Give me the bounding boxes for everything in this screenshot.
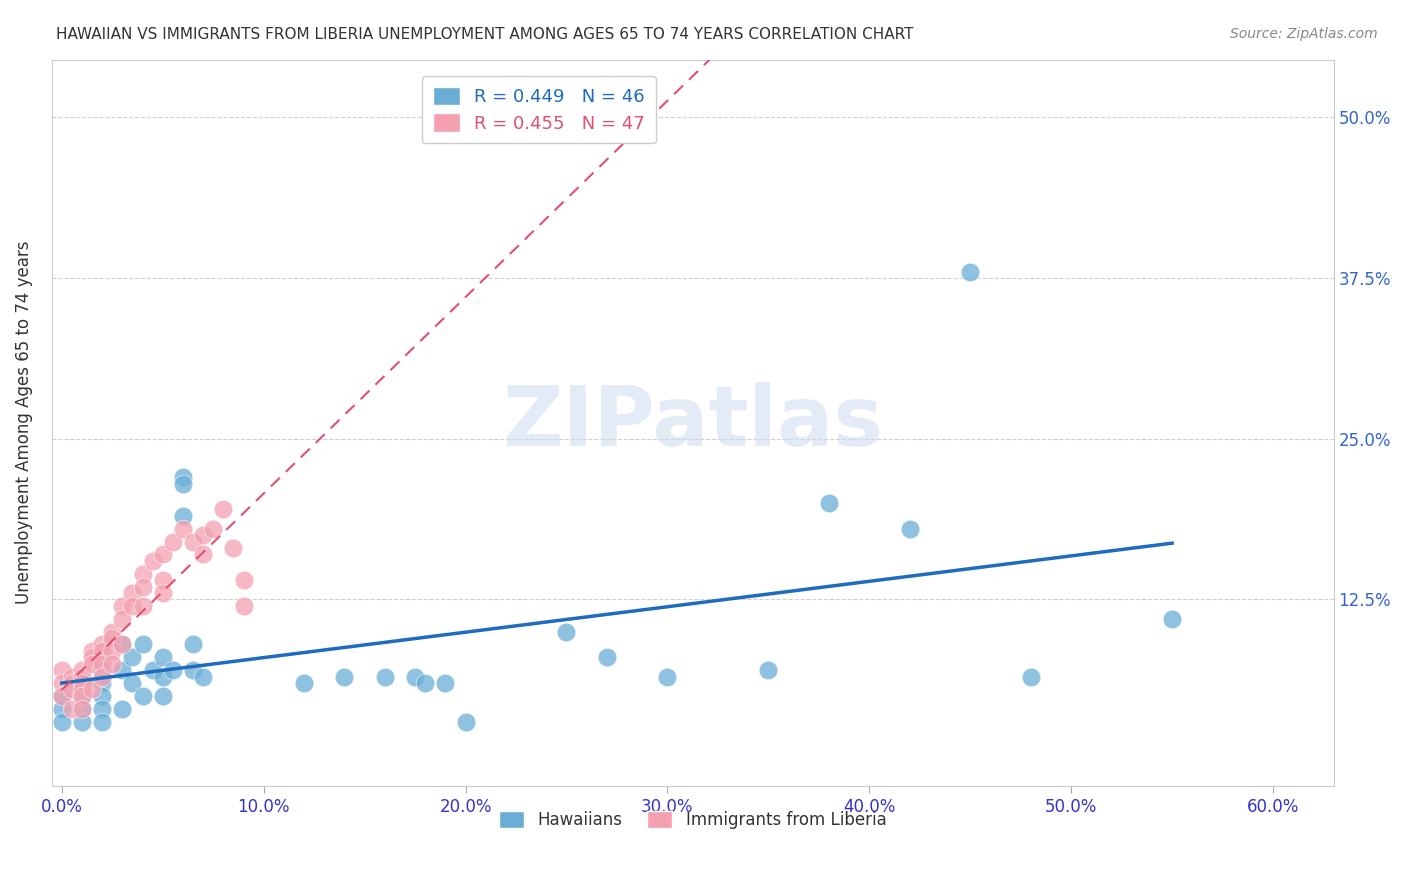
Point bbox=[152, 586, 174, 600]
Point bbox=[91, 676, 114, 690]
Point bbox=[101, 624, 124, 639]
Point bbox=[111, 637, 134, 651]
Point bbox=[454, 714, 477, 729]
Point bbox=[959, 265, 981, 279]
Point bbox=[181, 663, 204, 677]
Point bbox=[91, 669, 114, 683]
Point bbox=[91, 663, 114, 677]
Point bbox=[91, 714, 114, 729]
Point bbox=[51, 689, 73, 703]
Point bbox=[82, 657, 104, 671]
Point bbox=[121, 676, 143, 690]
Point bbox=[70, 669, 93, 683]
Point bbox=[70, 701, 93, 715]
Point bbox=[101, 644, 124, 658]
Point bbox=[60, 676, 83, 690]
Point bbox=[91, 701, 114, 715]
Point bbox=[111, 663, 134, 677]
Point bbox=[111, 701, 134, 715]
Point bbox=[60, 701, 83, 715]
Point bbox=[333, 669, 356, 683]
Point bbox=[191, 669, 214, 683]
Point bbox=[111, 612, 134, 626]
Text: HAWAIIAN VS IMMIGRANTS FROM LIBERIA UNEMPLOYMENT AMONG AGES 65 TO 74 YEARS CORRE: HAWAIIAN VS IMMIGRANTS FROM LIBERIA UNEM… bbox=[56, 27, 914, 42]
Point bbox=[212, 502, 235, 516]
Point bbox=[596, 650, 619, 665]
Point bbox=[1019, 669, 1042, 683]
Point bbox=[172, 522, 194, 536]
Point bbox=[91, 644, 114, 658]
Point bbox=[101, 657, 124, 671]
Point bbox=[101, 631, 124, 645]
Point bbox=[121, 586, 143, 600]
Point bbox=[191, 528, 214, 542]
Point bbox=[82, 650, 104, 665]
Point bbox=[111, 637, 134, 651]
Point bbox=[222, 541, 245, 555]
Point bbox=[91, 689, 114, 703]
Point bbox=[1161, 612, 1184, 626]
Point bbox=[51, 714, 73, 729]
Point bbox=[172, 470, 194, 484]
Point bbox=[82, 644, 104, 658]
Point bbox=[131, 580, 153, 594]
Point bbox=[191, 548, 214, 562]
Point bbox=[898, 522, 921, 536]
Point bbox=[91, 657, 114, 671]
Point bbox=[152, 669, 174, 683]
Point bbox=[404, 669, 426, 683]
Point bbox=[70, 689, 93, 703]
Point bbox=[111, 599, 134, 613]
Point bbox=[657, 669, 679, 683]
Point bbox=[70, 689, 93, 703]
Point bbox=[131, 689, 153, 703]
Point bbox=[60, 682, 83, 697]
Point bbox=[434, 676, 457, 690]
Point bbox=[51, 676, 73, 690]
Point bbox=[202, 522, 225, 536]
Point bbox=[374, 669, 396, 683]
Legend: Hawaiians, Immigrants from Liberia: Hawaiians, Immigrants from Liberia bbox=[492, 804, 893, 836]
Point bbox=[91, 637, 114, 651]
Point bbox=[60, 669, 83, 683]
Point bbox=[142, 554, 165, 568]
Point bbox=[162, 534, 184, 549]
Point bbox=[142, 663, 165, 677]
Point bbox=[70, 682, 93, 697]
Point bbox=[51, 689, 73, 703]
Text: ZIPatlas: ZIPatlas bbox=[502, 382, 883, 463]
Point bbox=[181, 534, 204, 549]
Point bbox=[818, 496, 841, 510]
Point bbox=[51, 663, 73, 677]
Point bbox=[181, 637, 204, 651]
Point bbox=[413, 676, 436, 690]
Point bbox=[70, 676, 93, 690]
Point bbox=[152, 650, 174, 665]
Y-axis label: Unemployment Among Ages 65 to 74 years: Unemployment Among Ages 65 to 74 years bbox=[15, 241, 32, 605]
Point bbox=[70, 676, 93, 690]
Point bbox=[82, 682, 104, 697]
Point bbox=[555, 624, 578, 639]
Point bbox=[121, 650, 143, 665]
Point bbox=[121, 599, 143, 613]
Point bbox=[51, 701, 73, 715]
Point bbox=[152, 548, 174, 562]
Point bbox=[162, 663, 184, 677]
Point bbox=[756, 663, 779, 677]
Point bbox=[172, 508, 194, 523]
Point bbox=[131, 637, 153, 651]
Point bbox=[152, 573, 174, 587]
Point bbox=[172, 476, 194, 491]
Point bbox=[232, 573, 254, 587]
Point bbox=[131, 566, 153, 581]
Text: Source: ZipAtlas.com: Source: ZipAtlas.com bbox=[1230, 27, 1378, 41]
Point bbox=[292, 676, 315, 690]
Point bbox=[131, 599, 153, 613]
Point bbox=[70, 701, 93, 715]
Point bbox=[152, 689, 174, 703]
Point bbox=[70, 663, 93, 677]
Point bbox=[232, 599, 254, 613]
Point bbox=[70, 714, 93, 729]
